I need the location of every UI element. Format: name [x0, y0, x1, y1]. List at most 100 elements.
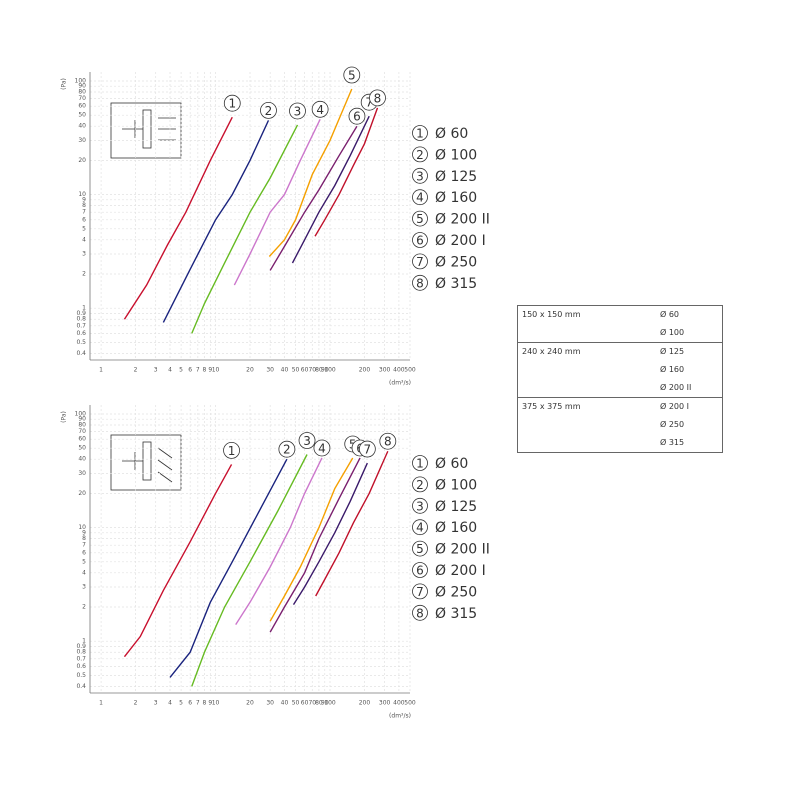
y-tick-label: 100	[75, 410, 87, 417]
y-tick-label: 0.6	[76, 663, 86, 670]
curve-label: 1	[228, 444, 236, 458]
x-tick-label: 9	[208, 700, 212, 707]
diameter-cell: Ø 125 Ø 160 Ø 200 II	[656, 343, 691, 397]
curve-label: 7	[365, 96, 373, 110]
y-tick-label: 8	[82, 202, 86, 209]
legend-label: Ø 200 II	[435, 212, 490, 228]
legend-number: 1	[416, 127, 424, 141]
x-tick-label: 300	[379, 700, 391, 707]
diameter: Ø 315	[660, 438, 685, 447]
curve-label: 1	[228, 97, 236, 111]
diameter: Ø 200 I	[660, 402, 690, 411]
curve-label-circle	[223, 442, 240, 459]
y-tick-label: 3	[82, 584, 86, 591]
y-tick-label: 60	[78, 103, 86, 110]
y-tick-label: 0.9	[76, 310, 86, 317]
legend-label: Ø 60	[435, 126, 468, 142]
curve	[315, 450, 389, 597]
curve	[268, 88, 353, 258]
x-tick-label: 90	[321, 367, 329, 374]
curve-label-circle	[260, 101, 277, 119]
y-tick-label: 50	[78, 112, 86, 119]
x-tick-label: 40	[281, 367, 289, 374]
legend-circle	[412, 540, 428, 557]
y-tick-label: 10	[78, 191, 86, 198]
x-tick-label: 10	[212, 700, 220, 707]
y-tick-label: 3	[82, 251, 86, 258]
y-tick-label: 40	[78, 123, 86, 130]
x-tick-label: 7	[196, 700, 200, 707]
y-tick-label: 80	[78, 89, 86, 96]
y-tick-label: 0.4	[76, 683, 86, 690]
legend-number: 7	[416, 585, 424, 599]
x-tick-label: 500	[404, 700, 416, 707]
x-tick-label: 4	[168, 367, 172, 374]
legend-number: 5	[416, 212, 424, 226]
legend-label: Ø 125	[435, 169, 477, 185]
legend-label: Ø 200 I	[435, 233, 486, 249]
y-axis-label: (Pa)	[61, 78, 68, 90]
curve	[269, 457, 361, 633]
x-tick-label: 9	[208, 367, 212, 374]
y-tick-label: 50	[78, 445, 86, 452]
curve-label-circle	[311, 100, 329, 118]
size-cell: 150 x 150 mm	[522, 310, 581, 319]
legend-label: Ø 315	[435, 276, 477, 292]
x-tick-label: 8	[203, 367, 207, 374]
legend-circle	[412, 125, 428, 141]
x-tick-label: 60	[301, 700, 309, 707]
curve	[191, 124, 299, 334]
curve-label: 6	[353, 110, 361, 124]
curve-label-circle	[289, 102, 306, 120]
curve-label: 8	[374, 91, 382, 105]
y-tick-label: 7	[82, 209, 86, 216]
y-tick-label: 100	[75, 77, 87, 84]
curve	[169, 458, 288, 678]
legend-number: 6	[416, 564, 424, 578]
x-tick-label: 5	[179, 700, 183, 707]
x-tick-label: 1	[99, 367, 103, 374]
legend-number: 1	[416, 457, 424, 471]
curve	[269, 125, 358, 271]
y-tick-label: 6	[82, 549, 86, 556]
legend-number: 3	[416, 499, 424, 513]
curve	[162, 120, 270, 323]
icon-straight	[110, 102, 182, 159]
y-tick-label: 40	[78, 456, 86, 463]
size-cell: 375 x 375 mm	[522, 402, 581, 411]
y-tick-label: 20	[78, 490, 86, 497]
y-tick-label: 0.6	[76, 330, 86, 337]
y-tick-label: 6	[82, 216, 86, 223]
y-tick-label: 2	[82, 604, 86, 611]
curve-label: 5	[348, 69, 356, 83]
legend-label: Ø 250	[435, 584, 477, 600]
legend-circle	[412, 604, 428, 621]
legend-label: Ø 160	[435, 190, 477, 206]
diameter: Ø 160	[660, 365, 685, 374]
x-tick-label: 400	[393, 367, 405, 374]
x-tick-label: 200	[359, 367, 371, 374]
legend-circle	[412, 455, 428, 471]
y-tick-label: 0.9	[76, 643, 86, 650]
diameter: Ø 125	[660, 347, 685, 356]
curve	[191, 454, 308, 687]
curve	[292, 462, 368, 605]
curve-label: 3	[303, 434, 311, 448]
x-tick-label: 20	[246, 700, 254, 707]
y-tick-label: 0.8	[76, 649, 86, 656]
x-tick-label: 100	[324, 367, 336, 374]
curve-label-circle	[278, 440, 296, 458]
y-tick-label: 8	[82, 535, 86, 542]
x-tick-label: 30	[266, 367, 274, 374]
table-row: 240 x 240 mm Ø 125 Ø 160 Ø 200 II	[518, 342, 722, 397]
y-tick-label: 1	[82, 305, 86, 312]
x-tick-label: 70	[308, 700, 316, 707]
diameter: Ø 100	[660, 328, 685, 337]
y-tick-label: 0.7	[76, 655, 86, 662]
y-tick-label: 60	[78, 436, 86, 443]
curve	[269, 457, 354, 622]
x-tick-label: 10	[212, 367, 220, 374]
diameter: Ø 60	[660, 310, 680, 319]
legend-circle	[412, 519, 428, 536]
